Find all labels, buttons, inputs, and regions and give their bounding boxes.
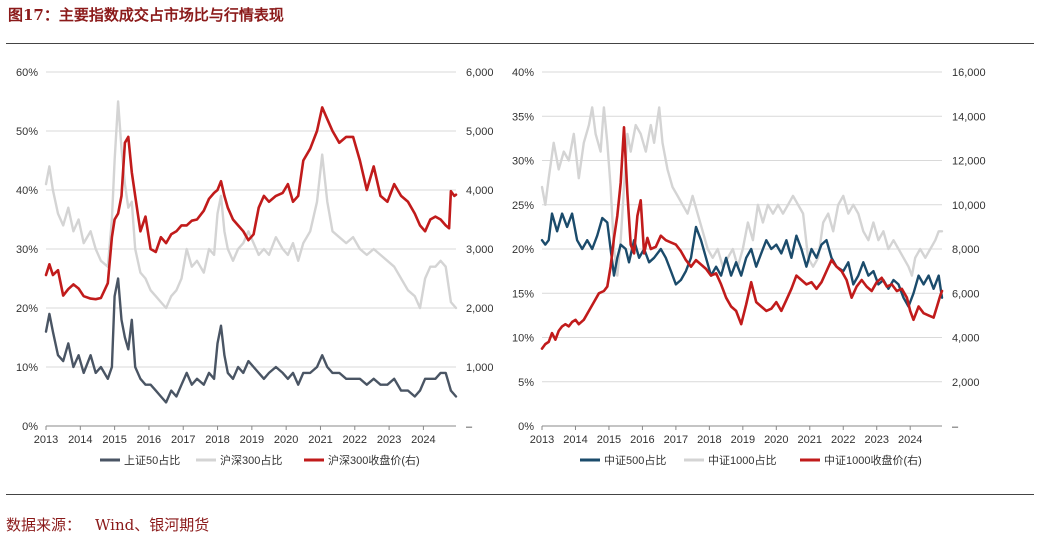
left-chart: 0% 10% 20% 30% 40% 50% 60% – 1,000 2,000 3,000 4,00… bbox=[16, 67, 494, 467]
y-left-tick-label: 60% bbox=[16, 67, 38, 79]
y-right-tick-label: – bbox=[952, 421, 959, 433]
x-tick-label: 2022 bbox=[831, 434, 855, 446]
y-right-tick-label: 3,000 bbox=[466, 244, 494, 256]
x-tick-label: 2017 bbox=[171, 434, 195, 446]
y-left-tick-label: 35% bbox=[512, 111, 534, 123]
x-tick-label: 2018 bbox=[205, 434, 229, 446]
x-tick-label: 2021 bbox=[798, 434, 822, 446]
y-right-tick-label: 4,000 bbox=[466, 185, 494, 197]
y-right-tick-label: 2,000 bbox=[466, 303, 494, 315]
legend-label: 沪深300收盘价(右) bbox=[328, 453, 420, 467]
legend-label: 中证1000占比 bbox=[708, 453, 776, 467]
legend-label: 中证1000收盘价(右) bbox=[824, 453, 922, 467]
y-right-tick-label: 8,000 bbox=[952, 244, 980, 256]
y-left-tick-label: 15% bbox=[512, 288, 534, 300]
legend-label: 中证500占比 bbox=[604, 453, 666, 467]
figure-title: 图17：主要指数成交占市场比与行情表现 bbox=[8, 6, 284, 24]
y-left-tick-label: 20% bbox=[512, 244, 534, 256]
source-line: 数据来源： Wind、银河期货 bbox=[6, 514, 209, 535]
y-right-tick-label: 5,000 bbox=[466, 126, 494, 138]
y-left-tick-label: 10% bbox=[16, 362, 38, 374]
source-text: Wind、银河期货 bbox=[95, 516, 210, 534]
y-left-tick-label: 30% bbox=[512, 156, 534, 168]
x-tick-label: 2013 bbox=[34, 434, 58, 446]
y-right-tick-label: 16,000 bbox=[952, 67, 986, 79]
series-line-1 bbox=[540, 106, 944, 277]
x-tick-label: 2015 bbox=[102, 434, 126, 446]
right-chart: 0% 5% 10% 15% 20% 25% 30% 35% 40% – 2,000 4,000 6,00… bbox=[512, 67, 986, 467]
x-tick-label: 2013 bbox=[530, 434, 554, 446]
legend-label: 沪深300占比 bbox=[220, 453, 282, 467]
series-line-0 bbox=[44, 277, 458, 404]
y-right-tick-label: 6,000 bbox=[952, 288, 980, 300]
x-tick-label: 2016 bbox=[630, 434, 654, 446]
x-tick-label: 2021 bbox=[308, 434, 332, 446]
x-tick-label: 2020 bbox=[274, 434, 298, 446]
y-right-tick-label: 10,000 bbox=[952, 200, 986, 212]
series-line-0 bbox=[540, 212, 944, 308]
legend-label: 上证50占比 bbox=[124, 453, 180, 467]
x-tick-label: 2020 bbox=[764, 434, 788, 446]
x-tick-label: 2023 bbox=[864, 434, 888, 446]
y-left-tick-label: 10% bbox=[512, 333, 534, 345]
series-line-2 bbox=[44, 106, 458, 301]
y-left-tick-label: 5% bbox=[518, 377, 534, 389]
x-tick-label: 2017 bbox=[664, 434, 688, 446]
x-tick-label: 2014 bbox=[68, 434, 92, 446]
x-tick-label: 2023 bbox=[377, 434, 401, 446]
y-right-tick-label: 4,000 bbox=[952, 333, 980, 345]
series-line-1 bbox=[44, 100, 458, 310]
x-tick-label: 2016 bbox=[137, 434, 161, 446]
x-tick-label: 2015 bbox=[597, 434, 621, 446]
top-rule bbox=[6, 43, 1034, 44]
y-left-tick-label: 20% bbox=[16, 303, 38, 315]
y-right-tick-label: 2,000 bbox=[952, 377, 980, 389]
y-right-tick-label: 1,000 bbox=[466, 362, 494, 374]
x-tick-label: 2014 bbox=[563, 434, 587, 446]
series-line-2 bbox=[540, 126, 944, 350]
y-left-tick-label: 0% bbox=[22, 421, 38, 433]
x-tick-label: 2018 bbox=[697, 434, 721, 446]
x-tick-label: 2019 bbox=[731, 434, 755, 446]
y-right-tick-label: – bbox=[466, 421, 473, 433]
y-left-tick-label: 50% bbox=[16, 126, 38, 138]
y-left-tick-label: 25% bbox=[512, 200, 534, 212]
y-right-tick-label: 12,000 bbox=[952, 156, 986, 168]
y-left-tick-label: 40% bbox=[16, 185, 38, 197]
y-right-tick-label: 6,000 bbox=[466, 67, 494, 79]
x-tick-label: 2024 bbox=[411, 434, 435, 446]
y-left-tick-label: 30% bbox=[16, 244, 38, 256]
x-tick-label: 2022 bbox=[343, 434, 367, 446]
x-tick-label: 2024 bbox=[898, 434, 922, 446]
x-tick-label: 2019 bbox=[240, 434, 264, 446]
source-label: 数据来源： bbox=[6, 516, 82, 534]
bottom-rule bbox=[6, 494, 1034, 495]
y-left-tick-label: 40% bbox=[512, 67, 534, 79]
y-right-tick-label: 14,000 bbox=[952, 111, 986, 123]
y-left-tick-label: 0% bbox=[518, 421, 534, 433]
